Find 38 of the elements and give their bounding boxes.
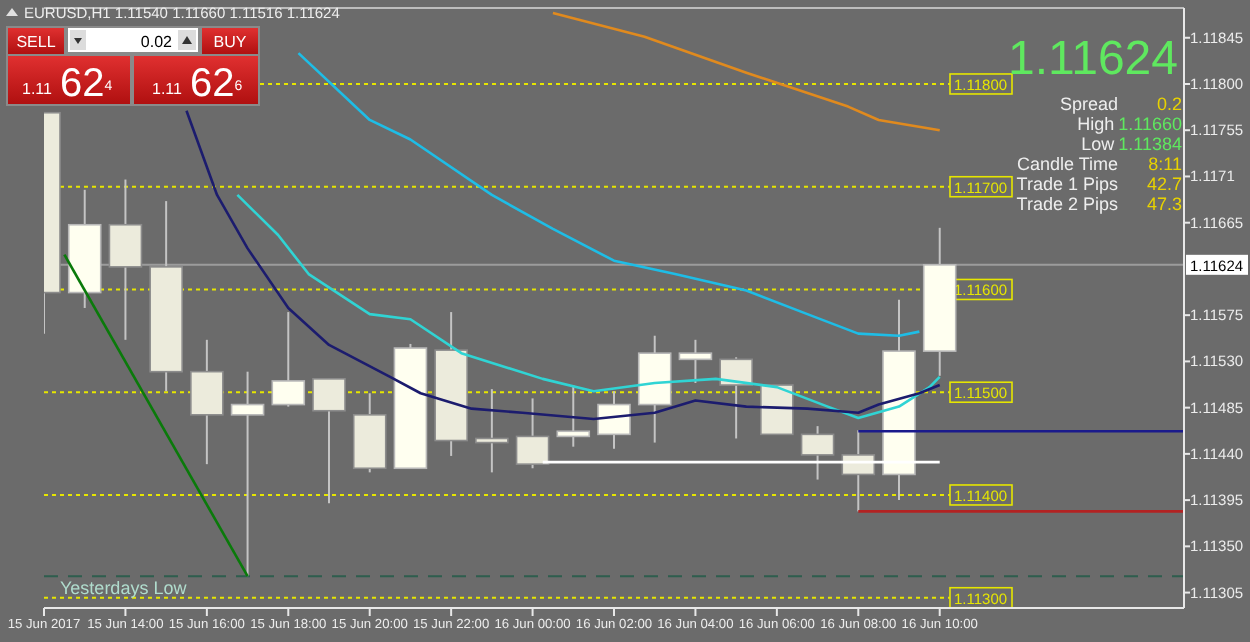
- annotation: 1.11384: [1118, 134, 1182, 154]
- candlestick: [230, 370, 265, 578]
- candlestick: [597, 390, 631, 450]
- annotation: Low: [1081, 134, 1116, 154]
- annotation: Trade 2 Pips: [1016, 194, 1119, 214]
- annotation: 1.11660: [1118, 114, 1182, 134]
- candlestick: [678, 338, 713, 384]
- annotation: 1.11624: [1008, 32, 1178, 86]
- candlestick: [475, 388, 509, 474]
- annotation: 0.2: [1156, 94, 1182, 114]
- candlestick: [515, 397, 550, 470]
- annotation: 42.7: [1146, 174, 1182, 194]
- line-series: [185, 109, 942, 421]
- annotation: 47.3: [1146, 194, 1182, 214]
- candlestick: [271, 311, 306, 408]
- annotation: 1.11: [152, 80, 184, 98]
- annotation: 62$^{6}$: [190, 62, 243, 106]
- candlestick: [312, 377, 346, 505]
- candlestick: [841, 429, 876, 513]
- candlestick: [800, 425, 835, 481]
- candlestick: [190, 338, 224, 466]
- annotation: 1.11: [22, 80, 54, 98]
- annotation: BUY: [213, 33, 248, 51]
- annotation: 0.02: [140, 33, 174, 51]
- line-series: [551, 11, 942, 132]
- annotation: Spread: [1059, 94, 1118, 114]
- line-series: [297, 51, 921, 338]
- annotation: Trade 1 Pips: [1016, 174, 1119, 194]
- candlestick: [556, 384, 591, 448]
- candlestick: [719, 356, 753, 440]
- annotation: SELL: [16, 33, 57, 51]
- annotation: Candle Time: [1016, 154, 1118, 174]
- annotation: 62$^{4}$: [60, 62, 113, 106]
- line-series: [236, 193, 942, 420]
- annotation: 8:11: [1148, 154, 1182, 174]
- annotation: High: [1077, 114, 1115, 134]
- ref-line-label: Yesterdays Low: [60, 578, 188, 599]
- candlestick: [108, 178, 143, 341]
